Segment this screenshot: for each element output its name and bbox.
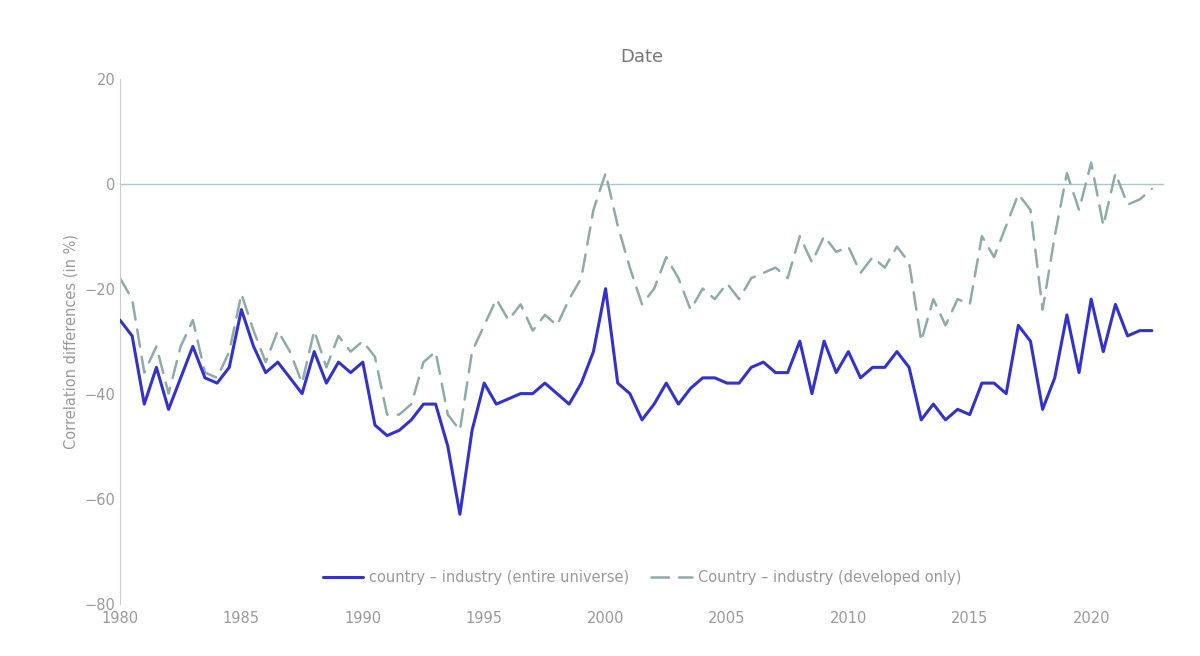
Text: 2005: 2005 <box>708 611 745 626</box>
Text: 2000: 2000 <box>587 611 624 626</box>
Text: 1985: 1985 <box>223 611 260 626</box>
Text: 2010: 2010 <box>829 611 868 626</box>
Text: 1980: 1980 <box>102 611 138 626</box>
Text: 1990: 1990 <box>344 611 382 626</box>
Title: Date: Date <box>620 48 664 66</box>
Legend: country – industry (entire universe), Country – industry (developed only): country – industry (entire universe), Co… <box>317 564 967 591</box>
Text: 1995: 1995 <box>466 611 503 626</box>
Text: 2020: 2020 <box>1073 611 1110 626</box>
Y-axis label: Correlation differences (in %): Correlation differences (in %) <box>64 234 78 449</box>
Text: 2015: 2015 <box>952 611 989 626</box>
